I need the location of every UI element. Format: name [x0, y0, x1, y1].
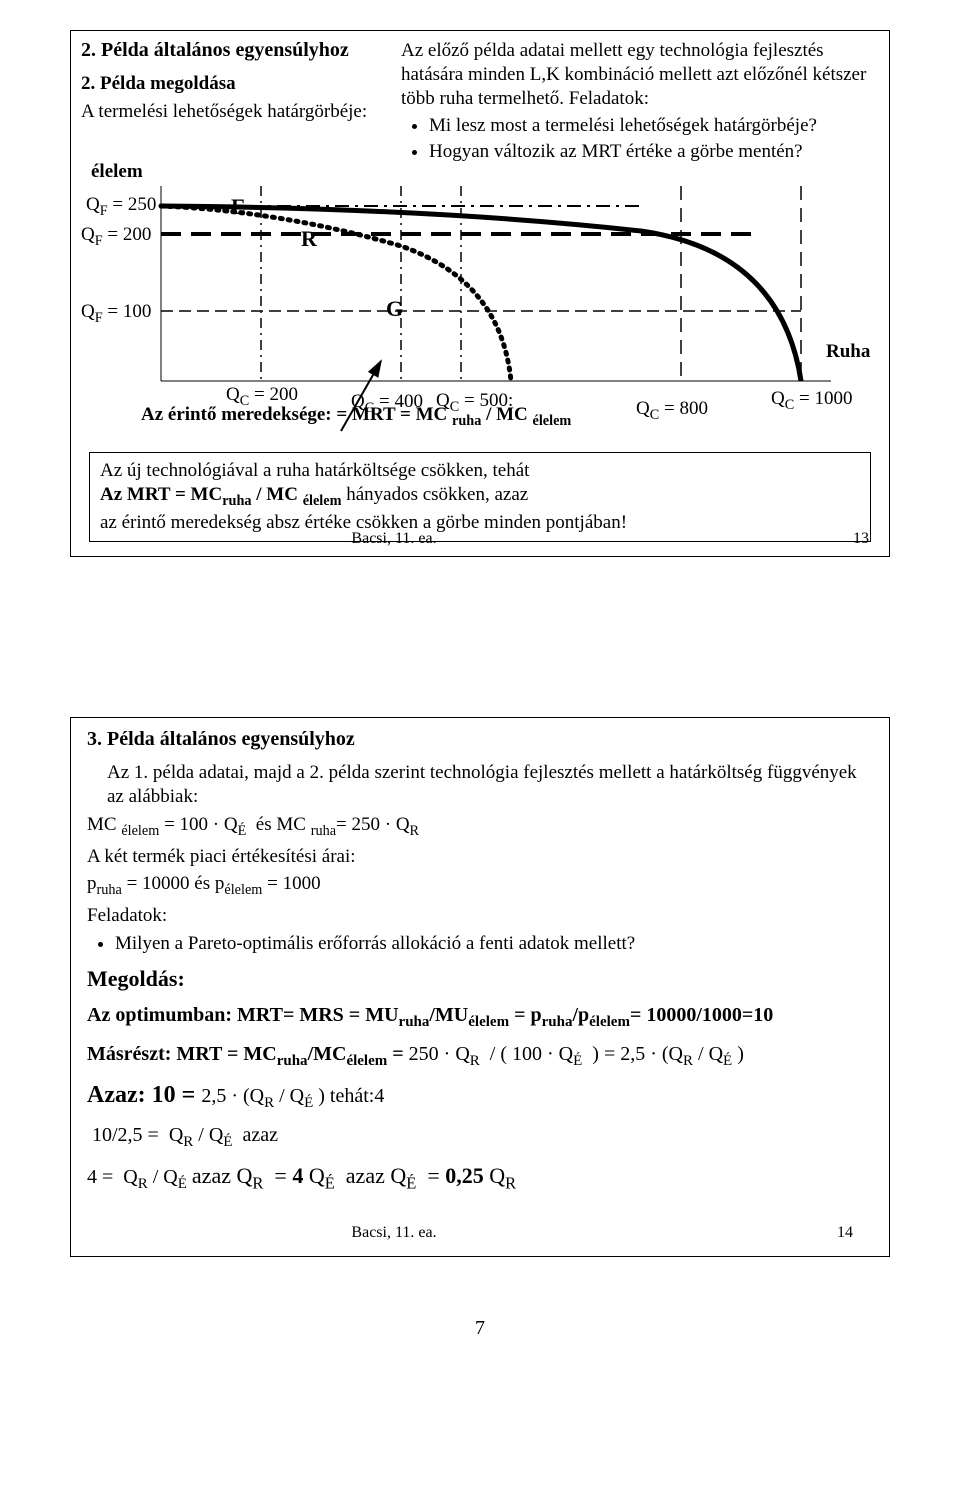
slide-14: 3. Példa általános egyensúlyhoz Az 1. pé…	[70, 717, 890, 1256]
slide-13-rightpara: Az előző példa adatai mellett egy techno…	[401, 39, 879, 110]
sol-l1: Az optimumban: MRT= MRS = MUruha/MUélele…	[87, 1003, 873, 1032]
ppf-chart: élelem Ruha QF = 250 QF = 200 QF = 100 E…	[81, 166, 879, 446]
qf-250: QF = 250	[86, 194, 156, 220]
y-axis-label: élelem	[91, 161, 143, 183]
slide-13-subtitle: 2. Példa megoldása	[81, 72, 381, 96]
qf-100: QF = 100	[81, 301, 151, 327]
tangent-text: Az érintő meredeksége: = MRT = MC ruha /…	[141, 404, 571, 430]
footer-left-13: Bacsi, 11. ea.	[351, 530, 436, 548]
azaz-line: Azaz: 10 = 2,5 · (QR / QÉ ) tehát:4	[87, 1080, 873, 1113]
slide-14-body: 3. Példa általános egyensúlyhoz Az 1. pé…	[71, 718, 889, 1255]
slide-14-tasks: Milyen a Pareto-optimális erőforrás allo…	[87, 932, 873, 956]
slide-13-rightcol: Az előző példa adatai mellett egy techno…	[381, 39, 879, 166]
concl-l2: Az MRT = MCruha / MC élelem hányados csö…	[100, 483, 860, 510]
qf-200: QF = 200	[81, 224, 151, 250]
x-axis-label: Ruha	[826, 341, 870, 363]
footer-right-13: 13	[853, 530, 869, 548]
calc1: 10/2,5 = QR / QÉ azaz	[87, 1123, 873, 1152]
calc2: 4 = QR / QÉ azaz QR = 4 QÉ azaz QÉ = 0,2…	[87, 1162, 873, 1194]
slide-14-p1: Az 1. példa adatai, majd a 2. példa szer…	[87, 761, 873, 809]
slide-14-mc: MC élelem = 100 · QÉ és MC ruha= 250 · Q…	[87, 813, 873, 841]
footer-right-14: 14	[837, 1224, 853, 1242]
point-R: R	[301, 226, 317, 252]
footer-left-14: Bacsi, 11. ea.	[351, 1224, 436, 1242]
page: 2. Példa általános egyensúlyhoz 2. Példa…	[0, 0, 960, 1350]
point-G: G	[386, 296, 403, 322]
point-E: E	[231, 194, 246, 220]
slide-14-feladatok: Feladatok:	[87, 904, 873, 928]
qc-800: QC = 800	[636, 398, 708, 424]
slide-13-tasks: Mi lesz most a termelési lehetőségek hat…	[401, 114, 879, 164]
slide-13: 2. Példa általános egyensúlyhoz 2. Példa…	[70, 30, 890, 557]
slide-13-title: 2. Példa általános egyensúlyhoz	[81, 39, 381, 62]
slide-14-p2: A két termék piaci értékesítési árai:	[87, 845, 873, 869]
slide-14-prices: pruha = 10000 és pélelem = 1000	[87, 872, 873, 900]
slide-13-lefttext: A termelési lehetőségek határgörbéje:	[81, 100, 381, 124]
slide-13-task-0: Mi lesz most a termelési lehetőségek hat…	[429, 114, 879, 138]
slide-13-leftcol: 2. Példa általános egyensúlyhoz 2. Példa…	[81, 39, 381, 166]
slide-14-footer: . Bacsi, 11. ea. 14	[87, 1224, 873, 1250]
slide-13-conclusion: Az új technológiával a ruha határköltség…	[89, 452, 871, 543]
page-number: 7	[40, 1317, 920, 1340]
qc-1000: QC = 1000	[771, 388, 852, 414]
slide-13-top: 2. Példa általános egyensúlyhoz 2. Példa…	[71, 31, 889, 166]
slide-14-task-0: Milyen a Pareto-optimális erőforrás allo…	[115, 932, 873, 956]
sol-head: Megoldás:	[87, 965, 873, 993]
sol-l2: Másrészt: MRT = MCruha/MCélelem = 250 · …	[87, 1042, 873, 1071]
slide-14-title: 3. Példa általános egyensúlyhoz	[87, 728, 873, 751]
concl-l1: Az új technológiával a ruha határköltség…	[100, 459, 860, 484]
slide-13-task-1: Hogyan változik az MRT értéke a görbe me…	[429, 140, 879, 164]
